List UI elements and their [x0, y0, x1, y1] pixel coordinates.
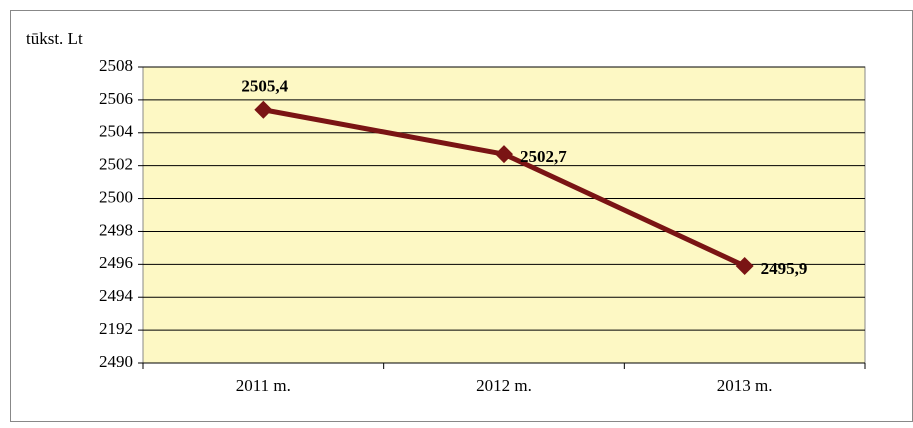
y-tick-label: 2494 [99, 286, 134, 305]
x-tick-label: 2012 m. [476, 376, 532, 395]
plot-area [142, 66, 866, 364]
y-tick-label: 2498 [99, 220, 133, 239]
y-tick-label: 2192 [99, 319, 133, 338]
marker [735, 256, 754, 275]
x-tick-label: 2011 m. [236, 376, 291, 395]
y-tick-label: 2504 [99, 122, 134, 141]
y-tick-label: 2508 [99, 56, 133, 75]
data-label: 2495,9 [761, 259, 808, 278]
data-label: 2502,7 [520, 147, 567, 166]
y-tick-label: 2502 [99, 155, 133, 174]
y-tick-label: 2496 [99, 253, 133, 272]
y-tick-label: 2506 [99, 89, 133, 108]
marker [254, 100, 273, 119]
marker [495, 145, 513, 164]
data-label: 2505,4 [241, 77, 288, 96]
y-tick-label: 2490 [99, 352, 133, 371]
y-tick-label: 2500 [99, 187, 133, 206]
x-tick-label: 2013 m. [717, 376, 773, 395]
y-axis-label: tūkst. Lt [26, 29, 83, 48]
